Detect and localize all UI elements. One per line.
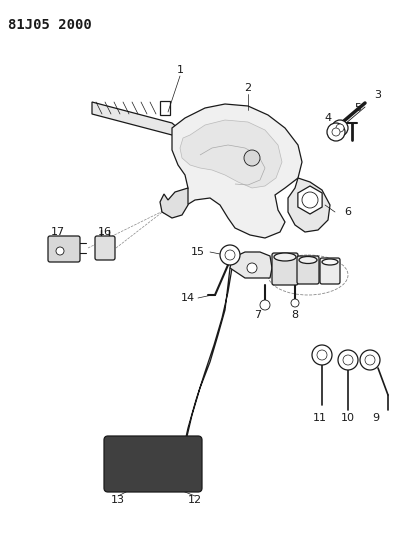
- Polygon shape: [288, 178, 330, 232]
- Text: 11: 11: [313, 413, 327, 423]
- Circle shape: [244, 150, 260, 166]
- Polygon shape: [298, 186, 322, 214]
- Text: 10: 10: [341, 413, 355, 423]
- Text: 15: 15: [191, 247, 205, 257]
- Polygon shape: [160, 188, 188, 218]
- FancyBboxPatch shape: [48, 236, 80, 262]
- Text: 3: 3: [375, 90, 381, 100]
- FancyBboxPatch shape: [297, 256, 319, 284]
- Circle shape: [291, 299, 299, 307]
- Text: 12: 12: [188, 495, 202, 505]
- Circle shape: [365, 355, 375, 365]
- Text: 2: 2: [244, 83, 251, 93]
- Text: 17: 17: [51, 227, 65, 237]
- Text: 8: 8: [292, 310, 299, 320]
- Circle shape: [336, 124, 344, 132]
- FancyBboxPatch shape: [104, 436, 202, 492]
- FancyBboxPatch shape: [95, 236, 115, 260]
- Circle shape: [220, 245, 240, 265]
- Polygon shape: [148, 468, 178, 490]
- Text: 7: 7: [255, 310, 262, 320]
- Circle shape: [327, 123, 345, 141]
- Ellipse shape: [299, 256, 317, 263]
- Text: 6: 6: [344, 207, 351, 217]
- Bar: [160, 101, 170, 115]
- FancyBboxPatch shape: [320, 258, 340, 284]
- Circle shape: [360, 350, 380, 370]
- Circle shape: [332, 120, 348, 136]
- Text: 4: 4: [324, 113, 332, 123]
- Text: 9: 9: [372, 413, 379, 423]
- Circle shape: [332, 128, 340, 136]
- Circle shape: [225, 250, 235, 260]
- Text: 81J05 2000: 81J05 2000: [8, 18, 92, 32]
- Circle shape: [312, 345, 332, 365]
- Polygon shape: [92, 102, 180, 136]
- Circle shape: [260, 300, 270, 310]
- Ellipse shape: [322, 259, 338, 265]
- Text: 14: 14: [181, 293, 195, 303]
- Text: 13: 13: [111, 495, 125, 505]
- Polygon shape: [162, 104, 302, 238]
- Circle shape: [317, 350, 327, 360]
- Text: 5: 5: [355, 103, 362, 113]
- Circle shape: [343, 355, 353, 365]
- Circle shape: [302, 192, 318, 208]
- Circle shape: [247, 263, 257, 273]
- Polygon shape: [230, 252, 272, 278]
- Text: 1: 1: [177, 65, 184, 75]
- Text: 16: 16: [98, 227, 112, 237]
- Ellipse shape: [274, 253, 296, 261]
- Circle shape: [56, 247, 64, 255]
- Polygon shape: [180, 120, 282, 188]
- FancyBboxPatch shape: [272, 253, 298, 285]
- Polygon shape: [155, 268, 232, 478]
- Circle shape: [338, 350, 358, 370]
